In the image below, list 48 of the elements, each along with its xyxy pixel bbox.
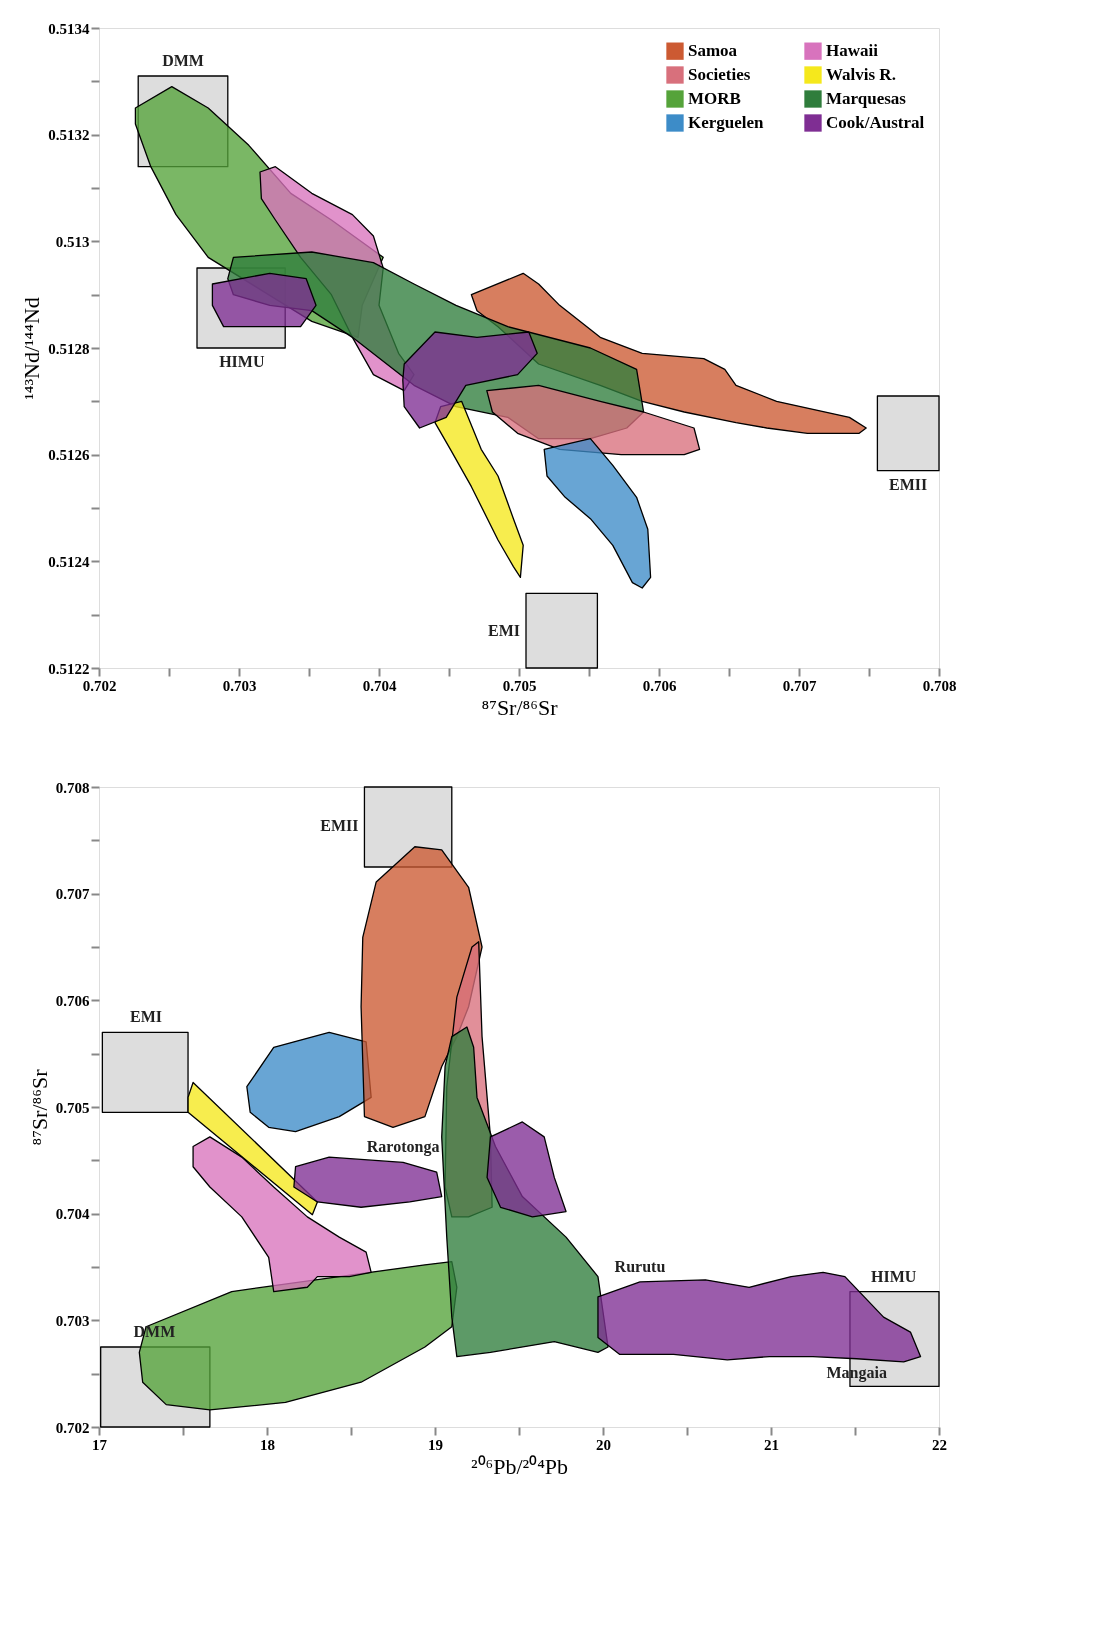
legend-label: Cook/Austral xyxy=(826,113,925,132)
x-tick-label: 18 xyxy=(260,1436,275,1453)
x-tick-label: 0.707 xyxy=(782,677,817,694)
x-tick-label: 19 xyxy=(428,1436,443,1453)
x-axis-title: ²⁰⁶Pb/²⁰⁴Pb xyxy=(470,1453,569,1479)
y-tick-label: 0.703 xyxy=(55,1312,90,1329)
annotation: Rurutu xyxy=(614,1257,666,1275)
legend-label: Marquesas xyxy=(826,89,907,108)
legend-label: Walvis R. xyxy=(826,65,896,84)
legend-label: Kerguelen xyxy=(688,113,765,132)
x-tick-label: 17 xyxy=(92,1436,108,1453)
x-axis-title: ⁸⁷Sr/⁸⁶Sr xyxy=(481,694,559,720)
y-tick-label: 0.704 xyxy=(55,1206,90,1223)
y-tick-label: 0.705 xyxy=(55,1099,90,1116)
y-tick-label: 0.702 xyxy=(55,1419,90,1436)
annotation: EMII xyxy=(320,817,359,835)
y-tick-label: 0.5126 xyxy=(48,447,90,464)
y-tick-label: 0.5124 xyxy=(48,553,90,570)
y-axis-title: ⁸⁷Sr/⁸⁶Sr xyxy=(26,1068,52,1146)
x-tick-label: 22 xyxy=(932,1436,947,1453)
x-tick-label: 0.708 xyxy=(922,677,957,694)
x-tick-label: 0.705 xyxy=(502,677,537,694)
legend-label: Hawaii xyxy=(826,41,879,61)
y-tick-label: 0.707 xyxy=(55,886,90,903)
x-tick-label: 0.703 xyxy=(222,677,257,694)
x-tick-label: 20 xyxy=(596,1436,611,1453)
legend-label: Societies xyxy=(688,65,751,84)
y-tick-label: 0.5134 xyxy=(48,20,90,37)
x-tick-label: 0.702 xyxy=(82,677,117,694)
y-tick-label: 0.708 xyxy=(55,779,90,796)
annotation: Rarotonga xyxy=(366,1138,440,1157)
y-tick-label: 0.5132 xyxy=(48,127,90,144)
annotation: EMI xyxy=(488,621,520,639)
y-axis-title: ¹⁴³Nd/¹⁴⁴Nd xyxy=(19,297,45,400)
x-tick-label: 21 xyxy=(764,1436,779,1453)
y-tick-label: 0.5122 xyxy=(48,660,90,677)
annotation: DMM xyxy=(162,52,204,69)
annotation: HIMU xyxy=(870,1267,917,1285)
annotation: HIMU xyxy=(219,353,265,370)
legend-label: MORB xyxy=(688,89,741,108)
annotation: EMI xyxy=(130,1008,163,1026)
x-tick-label: 0.704 xyxy=(362,677,397,694)
legend-label: Samoa xyxy=(688,41,738,61)
y-tick-label: 0.706 xyxy=(55,992,90,1009)
annotation: EMII xyxy=(889,475,928,493)
y-tick-label: 0.513 xyxy=(55,233,90,250)
x-tick-label: 0.706 xyxy=(642,677,677,694)
y-tick-label: 0.5128 xyxy=(48,340,90,357)
